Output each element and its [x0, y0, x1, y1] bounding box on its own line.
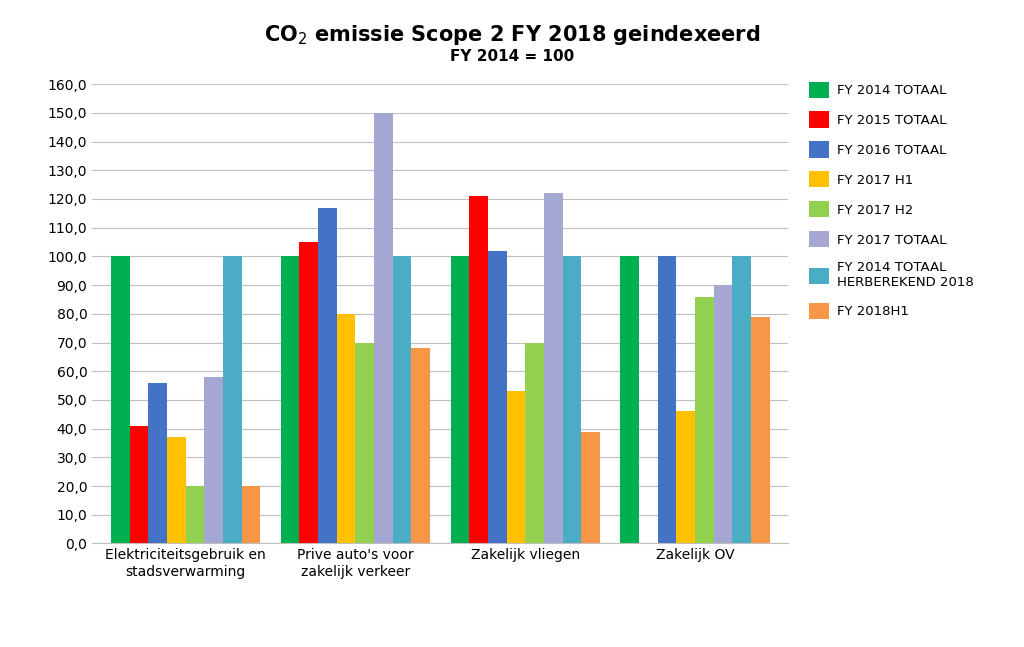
- Bar: [677, 411, 695, 543]
- Legend: FY 2014 TOTAAL, FY 2015 TOTAAL, FY 2016 TOTAAL, FY 2017 H1, FY 2017 H2, FY 2017 : FY 2014 TOTAAL, FY 2015 TOTAAL, FY 2016 …: [809, 82, 974, 319]
- Bar: [732, 256, 752, 543]
- Bar: [752, 316, 770, 543]
- Bar: [185, 486, 204, 543]
- Bar: [148, 382, 167, 543]
- Bar: [111, 256, 129, 543]
- Bar: [525, 342, 544, 543]
- Bar: [355, 342, 374, 543]
- Bar: [281, 256, 299, 543]
- Bar: [318, 208, 337, 543]
- Bar: [469, 196, 487, 543]
- Bar: [657, 256, 677, 543]
- Bar: [507, 391, 525, 543]
- Bar: [223, 256, 242, 543]
- Text: FY 2014 = 100: FY 2014 = 100: [450, 49, 574, 63]
- Bar: [374, 113, 393, 543]
- Bar: [299, 242, 318, 543]
- Bar: [129, 426, 148, 543]
- Bar: [582, 432, 600, 543]
- Bar: [451, 256, 469, 543]
- Bar: [562, 256, 582, 543]
- Bar: [337, 314, 355, 543]
- Bar: [621, 256, 639, 543]
- Bar: [695, 296, 714, 543]
- Bar: [412, 348, 430, 543]
- Bar: [714, 285, 732, 543]
- Bar: [487, 250, 507, 543]
- Bar: [167, 437, 185, 543]
- Bar: [242, 486, 260, 543]
- Text: CO$_2$ emissie Scope 2 FY 2018 geindexeerd: CO$_2$ emissie Scope 2 FY 2018 geindexee…: [264, 23, 760, 47]
- Bar: [544, 193, 562, 543]
- Bar: [393, 256, 412, 543]
- Bar: [204, 377, 223, 543]
